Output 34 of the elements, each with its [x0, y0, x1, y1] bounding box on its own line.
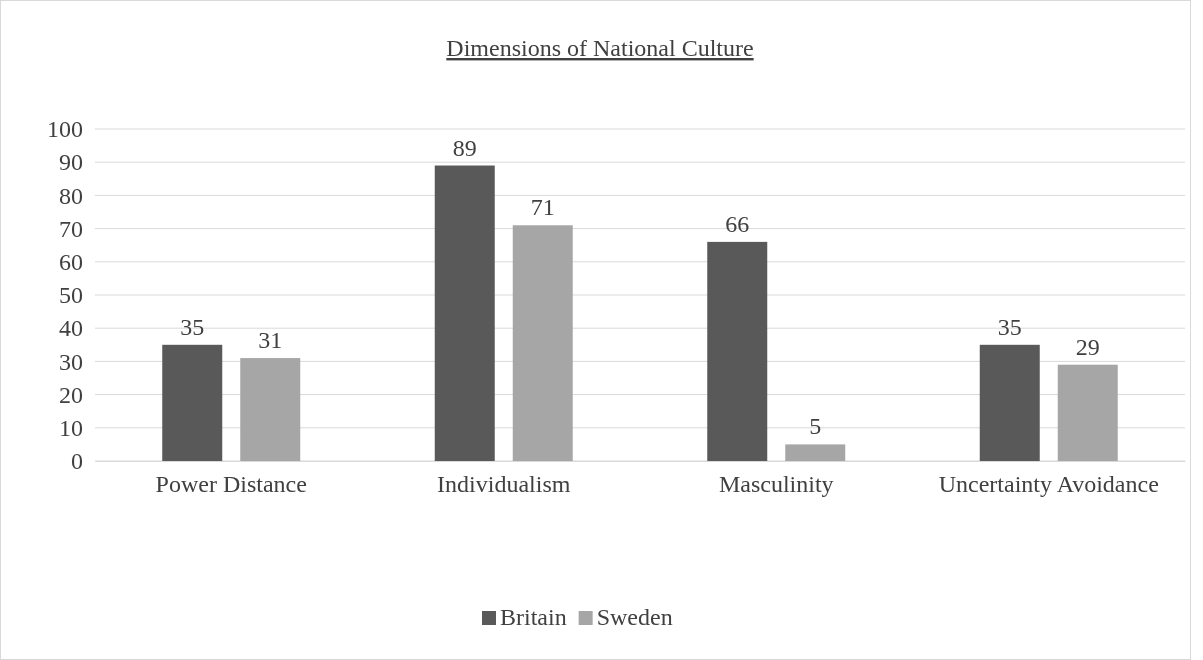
y-tick-label: 70 [59, 215, 83, 242]
bar [162, 344, 223, 461]
x-tick-label: Masculinity [718, 471, 834, 498]
bar [1057, 364, 1118, 461]
y-tick-label: 40 [59, 315, 83, 342]
y-tick-label: 20 [59, 381, 83, 408]
y-tick-label: 0 [71, 448, 83, 475]
data-label: 71 [530, 194, 555, 221]
data-label: 29 [1075, 333, 1100, 360]
legend-label: Sweden [596, 604, 673, 630]
bar [707, 241, 768, 461]
data-label: 31 [258, 327, 283, 354]
chart-title: Dimensions of National Culture [446, 35, 754, 61]
data-label: 89 [452, 134, 477, 161]
data-label: 35 [180, 313, 205, 340]
bar [512, 225, 573, 461]
legend-label: Britain [500, 604, 567, 630]
y-tick-label: 30 [59, 348, 83, 375]
y-tick-label: 10 [59, 414, 83, 441]
data-label: 66 [725, 210, 750, 237]
x-tick-label: Power Distance [155, 471, 307, 498]
bar [240, 358, 301, 461]
y-tick-label: 80 [59, 182, 83, 209]
data-label: 35 [997, 313, 1022, 340]
x-tick-label: Uncertainty Avoidance [938, 471, 1159, 498]
y-tick-label: 50 [59, 282, 83, 309]
x-tick-label: Individualism [437, 471, 571, 498]
y-tick-label: 90 [59, 149, 83, 176]
data-label: 5 [809, 413, 822, 440]
y-tick-label: 100 [47, 116, 83, 143]
bar [785, 444, 846, 461]
y-tick-label: 60 [59, 248, 83, 275]
bar [979, 344, 1040, 461]
bar [434, 165, 495, 461]
